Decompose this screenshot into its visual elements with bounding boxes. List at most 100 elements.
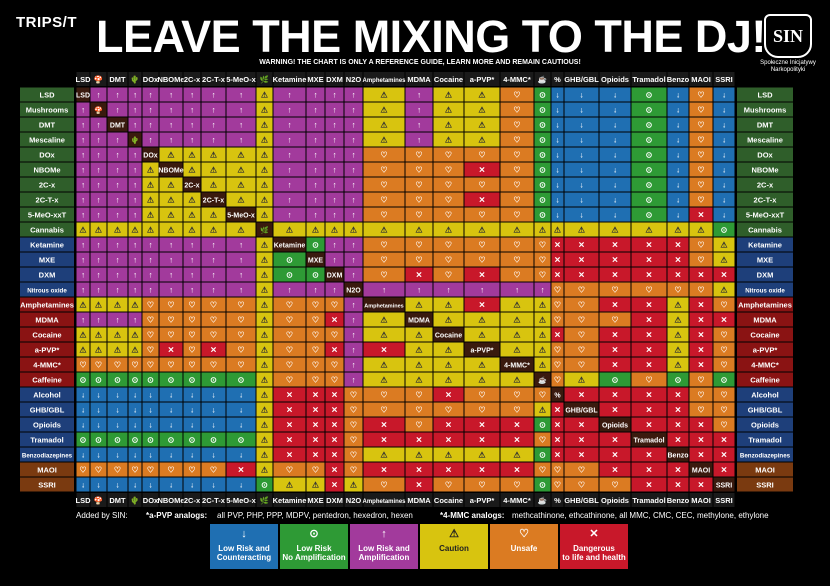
col-header-top-cell (107, 72, 128, 86)
cell-icon: ↑ (352, 211, 356, 220)
cell-icon: ⚠ (210, 211, 217, 220)
legend-label: Amplification (358, 553, 410, 562)
chart-cell (306, 267, 325, 282)
chart-cell (325, 162, 344, 177)
cell-icon: ⊙ (539, 91, 546, 100)
cell-icon: ↓ (676, 121, 680, 130)
cell-icon: ↑ (81, 136, 85, 145)
chart-cell (344, 342, 363, 357)
cell-icon: ✕ (445, 436, 452, 445)
chart-cell (306, 357, 325, 372)
sin-logo: SIN Społeczne Inicjatywy Narkopolityki (752, 14, 824, 74)
cell-icon: ♡ (554, 481, 561, 490)
cell-icon: ↓ (556, 136, 560, 145)
row-label-right: Cannabis (748, 226, 782, 235)
cell-icon: ♡ (380, 241, 387, 250)
chart-cell (306, 162, 325, 177)
cell-icon: ♡ (445, 196, 452, 205)
cell-icon: ↓ (676, 166, 680, 175)
col-header-top-cell (433, 72, 464, 86)
cell-icon: ♡ (578, 331, 585, 340)
cell-icon: ✕ (612, 271, 619, 280)
cell-icon: ⚠ (478, 331, 485, 340)
cell-icon: ⚠ (210, 226, 217, 235)
row-label-left-cell (20, 207, 74, 222)
cell-icon: ↓ (613, 91, 617, 100)
cell-icon: ✕ (168, 346, 175, 355)
col-header-bottom-label: Benzo (667, 496, 690, 505)
cell-icon: ⚠ (478, 226, 485, 235)
chart-cell (142, 267, 159, 282)
cell-icon: ⚠ (147, 196, 154, 205)
col-header-bottom-label: LSD (76, 496, 92, 505)
chart-cell (142, 282, 159, 297)
cell-icon: ♡ (720, 406, 727, 415)
cell-icon: ♡ (415, 181, 422, 190)
cell-icon: ♡ (697, 106, 704, 115)
cell-icon: ↓ (169, 406, 173, 415)
diagonal-cell (500, 357, 534, 372)
row-label-left: a-PVP* (35, 346, 60, 355)
cell-icon: ↑ (333, 256, 337, 265)
chart-cell (689, 282, 713, 297)
chart-cell (464, 267, 500, 282)
cell-icon: ✕ (698, 331, 705, 340)
chart-cell (713, 87, 735, 102)
chart-cell (433, 387, 464, 402)
cell-icon: ♡ (331, 331, 338, 340)
cell-icon: ↑ (190, 241, 194, 250)
cell-icon: ♡ (380, 181, 387, 190)
chart-cell (599, 342, 631, 357)
row-label-right-cell (737, 447, 793, 462)
chart-cell (159, 207, 183, 222)
chart-cell (142, 297, 159, 312)
cell-icon: ✕ (210, 346, 217, 355)
cell-icon: ↓ (722, 121, 726, 130)
chart-cell (344, 117, 363, 132)
cell-icon: ✕ (698, 481, 705, 490)
chart-cell (256, 207, 273, 222)
chart-cell (159, 222, 183, 237)
cell-icon: ⚠ (167, 196, 174, 205)
cell-icon: ✕ (646, 346, 653, 355)
cell-icon: ↑ (81, 316, 85, 325)
chart-cell (599, 477, 631, 492)
cell-icon: ⚠ (261, 91, 268, 100)
cell-icon: ↓ (676, 181, 680, 190)
cell-icon: ↑ (417, 106, 421, 115)
chart-cell (256, 402, 273, 417)
chart-cell (631, 327, 667, 342)
cell-icon: ⚠ (445, 136, 452, 145)
chart-cell (256, 162, 273, 177)
cell-icon: ⊙ (646, 166, 653, 175)
cell-icon: ✕ (554, 451, 561, 460)
chart-cell (159, 267, 183, 282)
chart-cell (344, 162, 363, 177)
chart-cell (325, 297, 344, 312)
chart-cell (689, 297, 713, 312)
cell-icon: ⊙ (189, 376, 196, 385)
cell-icon: ⚠ (645, 226, 652, 235)
chart-cell (667, 147, 689, 162)
cell-icon: ↑ (417, 91, 421, 100)
chart-cell (689, 357, 713, 372)
chart-cell (128, 147, 142, 162)
chart-cell (256, 297, 273, 312)
chart-cell (201, 237, 226, 252)
cell-icon: ✕ (578, 421, 585, 430)
cell-icon: ♡ (380, 406, 387, 415)
chart-cell (201, 342, 226, 357)
cell-icon: ↑ (382, 286, 386, 295)
cell-icon: ↑ (97, 196, 101, 205)
cell-icon: ♡ (286, 316, 293, 325)
row-label-left: MDMA (35, 316, 59, 325)
cell-icon: ♡ (554, 301, 561, 310)
cell-icon: ✕ (646, 331, 653, 340)
chart-cell (599, 282, 631, 297)
diagonal-cell (713, 477, 735, 492)
chart-cell (142, 192, 159, 207)
cell-icon: ↑ (314, 121, 318, 130)
legend-label: Low Risk and (218, 544, 270, 553)
chart-cell (363, 447, 405, 462)
cell-icon: ↓ (116, 421, 120, 430)
